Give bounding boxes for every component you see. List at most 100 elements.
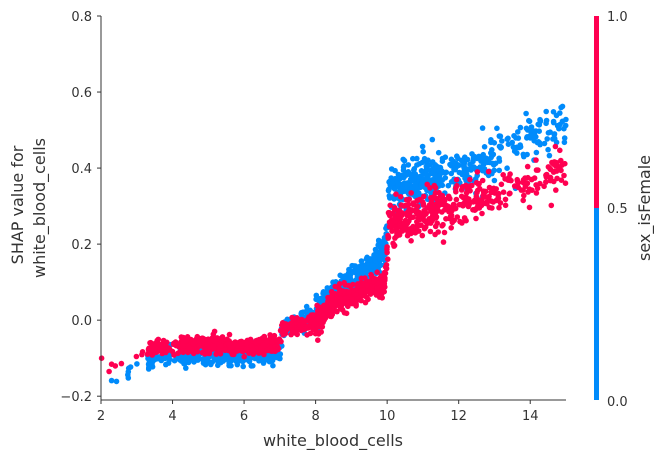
scatter-point: [250, 351, 256, 357]
scatter-point: [461, 168, 467, 175]
scatter-point: [213, 351, 219, 357]
scatter-point: [332, 283, 339, 290]
scatter-point: [474, 155, 480, 162]
scatter-point: [526, 204, 533, 211]
x-tick-label: 6: [240, 409, 248, 424]
scatter-point: [464, 156, 471, 163]
scatter-point: [234, 348, 240, 354]
scatter-point: [561, 139, 568, 146]
scatter-point: [353, 276, 360, 283]
colorbar-high-segment: [594, 16, 599, 208]
scatter-point: [324, 285, 331, 291]
scatter-point: [238, 341, 244, 347]
scatter-point: [208, 361, 214, 368]
scatter-point: [418, 168, 425, 174]
scatter-point: [322, 306, 328, 313]
scatter-point: [558, 167, 564, 174]
scatter-point: [270, 362, 276, 369]
colorbar-tick-high: 1.0: [607, 10, 628, 25]
scatter-point: [551, 168, 558, 174]
scatter-point: [458, 201, 464, 208]
scatter-point: [548, 202, 555, 209]
scatter-point: [343, 310, 350, 317]
scatter-point: [234, 361, 241, 368]
scatter-point: [402, 202, 409, 209]
scatter-point: [377, 274, 384, 281]
scatter-point: [464, 186, 471, 192]
scatter-point: [440, 239, 447, 245]
scatter-point: [481, 166, 488, 172]
scatter-point: [510, 144, 517, 150]
scatter-point: [469, 151, 475, 157]
scatter-point: [352, 263, 359, 269]
scatter-point: [562, 180, 569, 186]
scatter-point: [524, 163, 531, 170]
scatter-point: [550, 136, 556, 142]
scatter-point: [557, 147, 563, 154]
scatter-point: [490, 199, 497, 205]
scatter-point: [316, 309, 323, 316]
scatter-point: [453, 176, 460, 183]
scatter-point: [455, 155, 461, 162]
scatter-point: [537, 116, 543, 123]
scatter-point: [186, 345, 193, 351]
scatter-point: [470, 158, 476, 165]
scatter-point: [533, 157, 539, 163]
scatter-point: [423, 219, 430, 225]
scatter-point: [337, 305, 344, 312]
scatter-point: [544, 136, 550, 142]
scatter-point: [241, 353, 247, 360]
scatter-point: [496, 204, 502, 211]
scatter-point: [552, 143, 559, 150]
scatter-point: [559, 103, 566, 110]
scatter-point: [391, 186, 398, 192]
x-tick-label: 4: [168, 409, 176, 424]
scatter-point: [400, 164, 407, 170]
scatter-point: [439, 182, 446, 189]
x-axis-title: white_blood_cells: [263, 431, 403, 451]
scatter-point: [362, 268, 368, 274]
scatter-point: [515, 129, 521, 135]
scatter-point: [543, 120, 549, 127]
scatter-point: [260, 342, 267, 348]
scatter-point: [432, 210, 439, 216]
scatter-point: [243, 346, 249, 353]
scatter-point: [224, 336, 230, 343]
scatter-point: [436, 177, 443, 184]
scatter-point: [166, 346, 173, 353]
scatter-point: [553, 187, 559, 193]
scatter-point: [204, 356, 210, 363]
scatter-point: [396, 207, 402, 214]
scatter-point: [416, 176, 422, 182]
scatter-point: [398, 189, 404, 196]
scatter-point: [479, 177, 486, 184]
scatter-point: [327, 311, 334, 318]
scatter-point: [106, 368, 112, 375]
scatter-point: [264, 347, 271, 354]
scatter-point: [139, 351, 145, 358]
scatter-point: [332, 296, 338, 303]
scatter-point: [156, 354, 162, 360]
scatter-point: [194, 333, 201, 340]
scatter-point: [304, 332, 310, 338]
scatter-point: [432, 184, 439, 191]
y-axis-title-line2: white_blood_cells: [30, 138, 50, 278]
scatter-point: [497, 133, 504, 139]
scatter-point: [502, 202, 509, 209]
scatter-point: [189, 356, 195, 363]
scatter-point: [408, 208, 414, 214]
scatter-point: [386, 211, 392, 217]
scatter-point: [406, 196, 413, 203]
scatter-point: [437, 192, 444, 199]
scatter-point: [275, 339, 282, 345]
scatter-point: [98, 355, 105, 362]
scatter-point: [343, 295, 350, 301]
scatter-point: [412, 183, 419, 190]
scatter-point: [528, 124, 535, 130]
scatter-point: [355, 281, 361, 287]
colorbar-tick-low: 0.0: [607, 395, 628, 410]
scatter-point: [428, 199, 435, 205]
scatter-point: [385, 256, 391, 263]
scatter-point: [475, 187, 481, 194]
scatter-point: [391, 243, 397, 249]
